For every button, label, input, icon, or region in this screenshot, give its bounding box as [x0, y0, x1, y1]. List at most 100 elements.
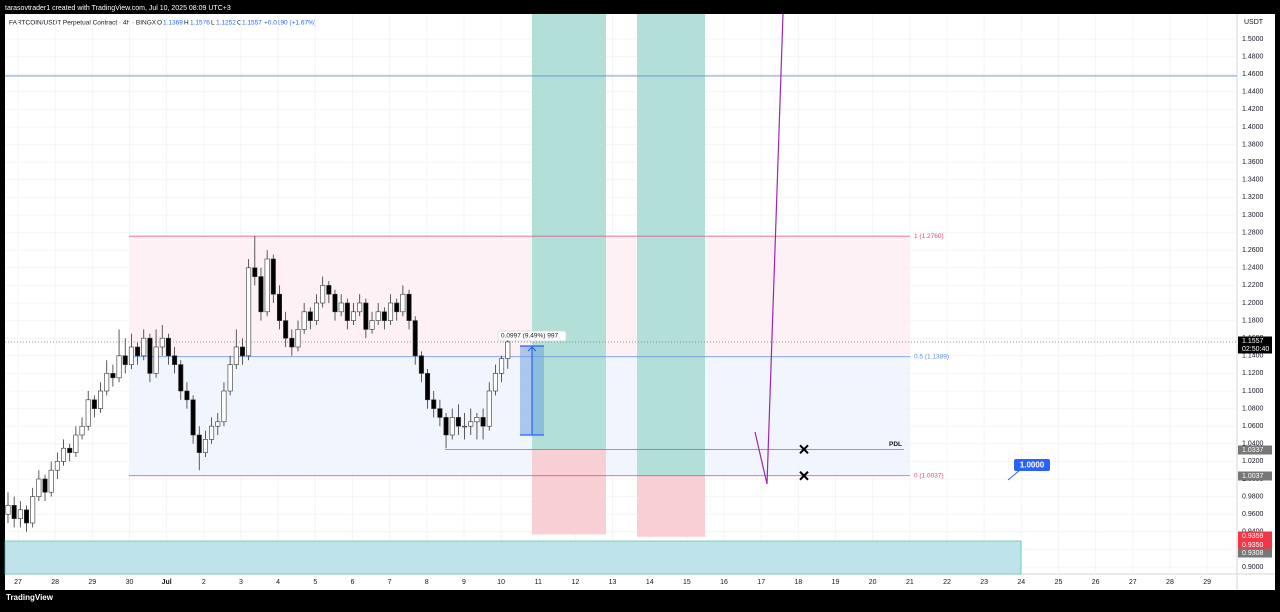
candle-body [326, 285, 332, 295]
price-tag-box [1238, 445, 1272, 455]
x-tick-label: 28 [51, 579, 59, 586]
x-tick-label: 21 [906, 579, 914, 586]
y-tick-label: 1.1200 [1242, 370, 1264, 377]
price-tag-box [1238, 540, 1272, 550]
candle-body [141, 337, 147, 357]
candle-body [307, 311, 313, 321]
y-tick-label: 0.9600 [1242, 511, 1264, 518]
candle-body [276, 293, 282, 321]
x-tick-label: 18 [794, 579, 802, 586]
candle-body [252, 267, 258, 277]
x-tick-label: 30 [126, 579, 134, 586]
symbol: FARTCOIN/USDT Perpetual Contract · 4h · … [9, 20, 157, 27]
candle-body [98, 390, 104, 409]
candle-body [196, 434, 202, 453]
candle-body [499, 358, 505, 374]
forecast-line [754, 13, 784, 485]
candle-body [295, 329, 301, 348]
long-target-2 [637, 14, 705, 476]
x-tick-label: 23 [980, 579, 988, 586]
y-tick-label: 1.3800 [1242, 141, 1264, 148]
candle-body [351, 311, 357, 321]
candle-body [320, 285, 326, 304]
x-tick-label: 27 [14, 579, 22, 586]
x-tick-label: 11 [535, 579, 542, 586]
price-tag-box [1238, 344, 1272, 354]
y-tick-label: 1.0200 [1242, 458, 1264, 465]
h-key: H [184, 20, 189, 27]
x-tick-label: 6 [350, 579, 354, 586]
change: +0.0190 (+1.67%) [264, 20, 316, 27]
candle-body [462, 425, 468, 428]
candle-body [394, 302, 400, 313]
y-tick-label: 1.4000 [1242, 124, 1264, 131]
candle-body [283, 320, 289, 339]
x-tick-label: 27 [1129, 579, 1137, 586]
x-tick-label: 29 [1203, 579, 1211, 586]
x-tick-label: 10 [497, 579, 505, 586]
candle-body [184, 390, 190, 401]
candle-body [24, 509, 30, 524]
candle-body [110, 373, 116, 379]
y-tick-label: 1.4200 [1242, 106, 1264, 113]
candle-body [172, 355, 178, 365]
pdl-label: PDL [889, 441, 902, 448]
fib-label: 0 (1.0037) [914, 472, 944, 479]
price-tag: 0.9350 [1242, 542, 1264, 549]
x-tick-label: 22 [943, 579, 951, 586]
candle-body [388, 302, 394, 321]
candle-body [128, 346, 134, 365]
candle-body [406, 293, 412, 321]
x-tick-label: 29 [88, 579, 96, 586]
candle-body [480, 417, 486, 427]
y-tick-label: 1.1400 [1242, 353, 1264, 360]
x-tick-label: 26 [1092, 579, 1100, 586]
price-tag: 0.9359 [1242, 533, 1264, 540]
fib-label: 0.5 (1.1389) [914, 353, 949, 360]
candle-body [221, 390, 227, 423]
x-tick-label: 16 [720, 579, 728, 586]
x-tick-label: 5 [313, 579, 317, 586]
x-tick-label: 9 [462, 579, 466, 586]
candle-body [202, 439, 208, 453]
candle-body [313, 302, 319, 321]
price-tag: 1.0037 [1242, 473, 1264, 480]
x-tick-label: 17 [757, 579, 765, 586]
y-tick-label: 1.4800 [1242, 53, 1264, 60]
y-tick-label: 1.1800 [1242, 317, 1264, 324]
candle-body [332, 293, 338, 313]
candle-body [418, 355, 424, 374]
x-tick-label: 14 [646, 579, 654, 586]
y-tick-label: 1.3200 [1242, 194, 1264, 201]
x-tick-label: 19 [832, 579, 840, 586]
o-key: O [157, 20, 162, 27]
candle-body [486, 390, 492, 427]
y-tick-label: 0.9800 [1242, 493, 1264, 500]
candle-body [289, 337, 295, 348]
candle-body [363, 302, 369, 330]
candle-body [17, 509, 23, 519]
h-value: 1.1576 [190, 20, 210, 27]
c-key: C [237, 20, 242, 27]
candle-body [48, 469, 54, 493]
candle-body [338, 302, 344, 313]
candle-body [147, 337, 153, 374]
top-text: tarasovtrader1 created with TradingView.… [5, 5, 231, 12]
candle-body [455, 417, 461, 427]
candle-body [79, 425, 85, 436]
price-tag: 02:50:40 [1242, 346, 1269, 353]
candle-body [165, 337, 171, 357]
x-tick-label: 7 [388, 579, 392, 586]
x-tick-label: 25 [1055, 579, 1063, 586]
y-tick-label: 1.0600 [1242, 423, 1264, 430]
candle-body [73, 434, 79, 453]
y-tick-label: 1.3600 [1242, 159, 1264, 166]
cross-marker [799, 444, 809, 455]
candle-body [233, 346, 239, 365]
candle-body [301, 311, 307, 330]
fib-zone-lower [129, 356, 910, 476]
candle-body [369, 320, 375, 330]
candle-body [264, 258, 270, 313]
y-tick-label: 1.4600 [1242, 71, 1264, 78]
bottom-zone [4, 540, 1022, 575]
